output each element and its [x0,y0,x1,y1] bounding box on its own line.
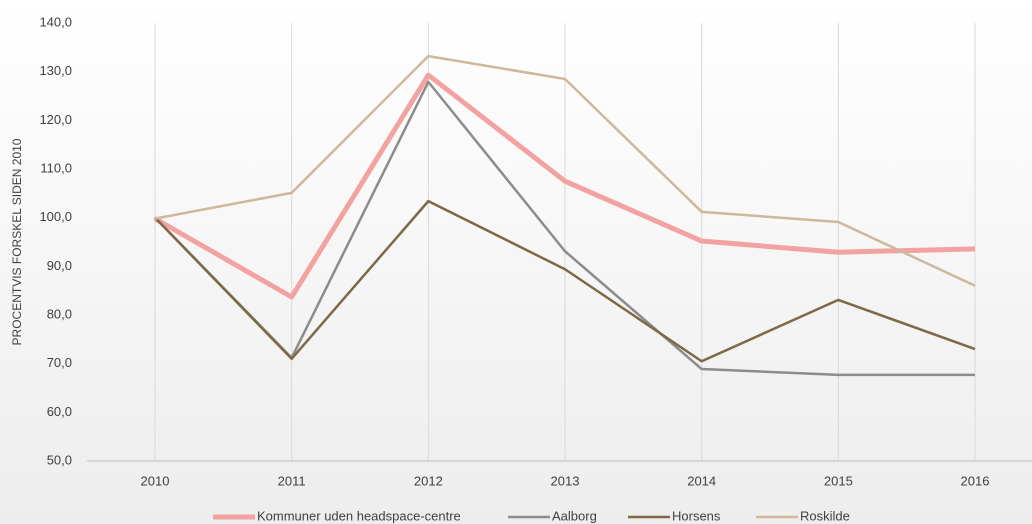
y-tick-label: 70,0 [47,355,72,370]
y-tick-label: 60,0 [47,404,72,419]
series-line [154,54,976,287]
legend-label: Aalborg [552,508,597,523]
x-tick-label: 2013 [551,473,580,488]
x-tick-label: 2016 [961,473,990,488]
y-tick-label: 100,0 [39,209,72,224]
legend-label: Kommuner uden headspace-centre [257,508,461,523]
y-tick-label: 90,0 [47,258,72,273]
legend-label: Horsens [672,508,721,523]
y-tick-label: 140,0 [39,14,72,29]
y-tick-label: 110,0 [40,160,72,175]
x-tick-label: 2015 [824,473,853,488]
y-tick-label: 80,0 [47,306,72,321]
x-tick-label: 2011 [278,473,306,488]
series-line [154,199,976,363]
x-tick-label: 2010 [141,473,170,488]
y-tick-label: 130,0 [39,63,72,78]
legend-label: Roskilde [800,508,850,523]
x-tick-label: 2014 [687,473,716,488]
series-line [153,72,976,300]
y-axis-label: PROCENTVIS FORSKEL SIDEN 2010 [10,138,24,345]
y-tick-label: 50,0 [47,452,72,467]
y-tick-label: 120,0 [39,112,72,127]
x-tick-label: 2012 [414,473,443,488]
